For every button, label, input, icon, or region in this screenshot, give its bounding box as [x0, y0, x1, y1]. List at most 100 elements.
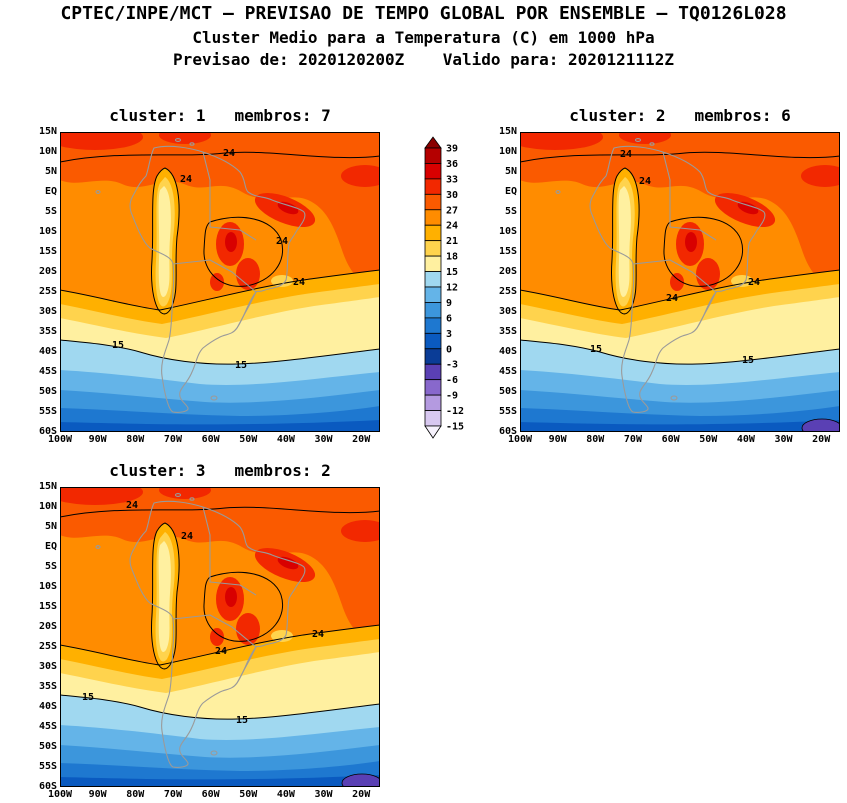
contour-label: 24 [620, 149, 632, 160]
lat-label: 60S [38, 426, 57, 437]
lon-label: 20W [352, 434, 371, 445]
band-33-36 [685, 201, 759, 252]
contour-label: 15 [82, 692, 94, 703]
isotherm-lines [59, 506, 381, 720]
contour-label: 24 [666, 293, 678, 304]
lat-label: 15S [38, 601, 57, 612]
map-holder: 24 24 24 24 15 15 [47, 479, 389, 793]
isotherm-lines [519, 151, 841, 365]
colorbar-label: -6 [446, 375, 458, 386]
lat-label: EQ [504, 186, 517, 197]
colorbar-segment [424, 363, 442, 381]
lon-label: 20W [352, 789, 371, 800]
lon-label: 40W [276, 789, 295, 800]
coastline [95, 138, 306, 413]
lat-label: 5N [504, 166, 517, 177]
colorbar-segment [424, 255, 442, 272]
lat-label: 5S [504, 206, 517, 217]
contour-label: 24 [223, 148, 235, 159]
contour-label: 24 [215, 646, 227, 657]
andes-cool-tongue [611, 168, 640, 314]
lat-label: 20S [38, 266, 57, 277]
colorbar-label: 30 [446, 190, 458, 201]
colorbar-label: -12 [446, 406, 464, 417]
lon-label: 60W [661, 434, 680, 445]
cluster-panel-3: cluster: 3 membros: 2 15N 10N 5N EQ 5S 10S 15S… [32, 461, 389, 801]
lat-label: 5S [44, 561, 57, 572]
lat-label: 15N [498, 126, 517, 137]
contour-label: 15 [236, 715, 248, 726]
lat-axis: 15N 10N 5N EQ 5S 10S 15S 20S 25S 30S 35S 40S 45S 50S 5… [492, 127, 520, 437]
colorbar: 39 36 33 30 27 24 21 18 15 12 9 6 3 0 -3 -6 -9 -12 -15 [424, 136, 476, 446]
lon-label: 20W [812, 434, 831, 445]
contour-label: 24 [293, 277, 305, 288]
colorbar-label: 33 [446, 174, 458, 185]
band-27-30 [520, 132, 840, 284]
map-frame [520, 132, 840, 432]
lon-label: 50W [239, 434, 258, 445]
lon-label: 50W [239, 789, 258, 800]
contour-label: 24 [276, 236, 288, 247]
lat-label: 10S [498, 226, 517, 237]
colorbar-arrow-down [424, 425, 442, 439]
colorbar-label: 24 [446, 221, 458, 232]
isotherm-lines [59, 151, 381, 365]
colorbar-label: 3 [446, 329, 452, 340]
contour-label: 15 [590, 344, 602, 355]
lat-label: 10S [38, 581, 57, 592]
map-holder: 24 24 24 24 15 15 [47, 124, 389, 432]
se-coast-cool-spot [731, 275, 753, 287]
band-33-36 [225, 201, 299, 252]
lat-label: 15S [38, 246, 57, 257]
colorbar-label: -15 [446, 422, 464, 433]
colorbar-segment [424, 178, 442, 195]
lat-label: 55S [38, 761, 57, 772]
lon-label: 30W [314, 434, 333, 445]
colorbar-label: 21 [446, 236, 458, 247]
lon-label: 80W [126, 789, 145, 800]
se-coast-cool-spot [271, 630, 293, 642]
lon-label: 100W [507, 434, 533, 445]
colorbar-segment [424, 147, 442, 164]
lat-label: 15N [38, 126, 57, 137]
cluster-panel-2: cluster: 2 membros: 6 15N 10N 5N EQ 5S 10S 15S… [492, 106, 847, 446]
contour-label: 15 [112, 340, 124, 351]
lon-label: 60W [201, 434, 220, 445]
lat-axis: 15N 10N 5N EQ 5S 10S 15S 20S 25S 30S 35S 40S 45S 50S 5… [32, 482, 60, 792]
colorbar-segment [424, 332, 442, 350]
lat-label: EQ [44, 186, 57, 197]
page-subtitle: Cluster Medio para a Temperatura (C) em … [192, 28, 655, 47]
coastline [95, 493, 306, 768]
lon-label: 70W [623, 434, 642, 445]
lat-label: 60S [498, 426, 517, 437]
temperature-contour-map: 24 24 24 24 15 15 [47, 124, 389, 432]
colorbar-segment [424, 286, 442, 303]
contour-label: 24 [126, 500, 138, 511]
colorbar-segment [424, 317, 442, 334]
lon-label: 80W [126, 434, 145, 445]
panel-title: cluster: 1 membros: 7 [109, 106, 331, 125]
lon-label: 100W [47, 789, 73, 800]
lat-label: 30S [498, 306, 517, 317]
contour-label: 24 [748, 277, 760, 288]
colorbar-label: -9 [446, 391, 458, 402]
temperature-contour-map: 24 24 24 24 15 15 [47, 479, 389, 793]
lat-label: 55S [498, 406, 517, 417]
colorbar-segment [424, 348, 442, 365]
lon-axis: 100W 90W 80W 70W 60W 50W 40W 30W 20W [48, 787, 380, 801]
lon-label: 70W [163, 789, 182, 800]
forecast-times: Previsao de: 2020120200Z Valido para: 20… [173, 50, 674, 69]
lat-label: 30S [38, 661, 57, 672]
lat-label: 55S [38, 406, 57, 417]
lon-axis: 100W 90W 80W 70W 60W 50W 40W 30W 20W [48, 432, 380, 446]
lat-label: 5N [44, 521, 57, 532]
lat-label: 25S [38, 641, 57, 652]
band-27-30 [60, 132, 380, 284]
lat-label: 40S [38, 346, 57, 357]
page-title: CPTEC/INPE/MCT — PREVISAO DE TEMPO GLOBA… [60, 3, 787, 24]
band-27-30 [60, 487, 380, 639]
lat-label: 60S [38, 781, 57, 792]
lat-label: 35S [38, 326, 57, 337]
colorbar-label: 6 [446, 313, 452, 324]
lon-label: 90W [88, 434, 107, 445]
